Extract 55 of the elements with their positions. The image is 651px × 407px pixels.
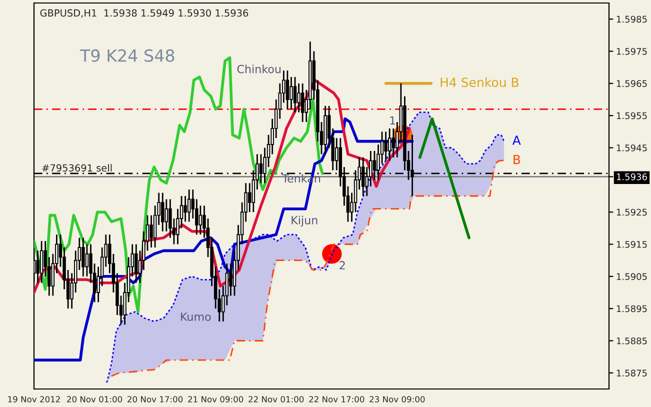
y-tick-label: 1.5875 <box>616 370 647 376</box>
candlestick <box>248 182 252 213</box>
x-tick-label: 23 Nov 09:00 <box>370 396 425 402</box>
candlestick <box>388 128 392 162</box>
y-tick-label: 1.5975 <box>616 48 647 55</box>
series-label: H4 Senkou B <box>440 77 518 88</box>
annotation: Kijun <box>292 216 318 227</box>
candlestick <box>293 76 297 114</box>
candlestick <box>286 70 290 110</box>
candlestick <box>297 82 300 114</box>
candlestick <box>161 192 164 232</box>
candlestick <box>164 198 168 232</box>
candlestick <box>187 188 191 222</box>
y-tick-label: 1.5915 <box>616 240 647 248</box>
annotation: 1 <box>390 116 396 125</box>
series-label: B <box>514 154 520 164</box>
candlestick <box>134 244 138 284</box>
candlestick <box>372 150 376 181</box>
candlestick <box>184 195 187 222</box>
y-tick-label: 1.5965 <box>616 80 647 87</box>
candlestick <box>300 82 304 123</box>
candlestick <box>36 250 40 284</box>
candlestick <box>259 153 263 184</box>
x-tick-label: 20 Nov 17:00 <box>128 396 183 402</box>
text: GBPUSD,H1 1.5938 1.5949 1.5930 1.5936 <box>40 9 248 18</box>
y-tick-label: 1.5985 <box>616 16 647 23</box>
annotation: T9 K24 S48 <box>80 49 174 62</box>
y-tick-label: 1.5905 <box>616 273 647 280</box>
candlestick <box>290 76 293 110</box>
y-tick-label: 1.5885 <box>616 337 647 344</box>
annotation: Kumo <box>181 312 211 321</box>
candlestick <box>229 262 232 296</box>
line-series <box>34 117 414 362</box>
series-label: A <box>512 136 521 145</box>
candlestick <box>198 204 202 236</box>
x-tick-label: 20 Nov 01:00 <box>67 396 122 402</box>
annotation: 2 <box>340 261 345 270</box>
x-tick-label: 21 Nov 09:00 <box>188 396 244 402</box>
candlestick <box>384 130 388 162</box>
y-tick-label: 1.5895 <box>616 305 647 312</box>
candlestick <box>150 214 153 248</box>
candlestick <box>85 244 89 278</box>
ref-line-label: #7953691 sell <box>42 164 112 172</box>
x-tick-label: 19 Nov 2012 <box>8 396 60 402</box>
line-series <box>110 160 505 377</box>
annotation: Chinkou <box>237 64 280 74</box>
y-tick-label: 1.5945 <box>616 144 647 152</box>
x-tick-label: 22 Nov 01:00 <box>248 396 304 402</box>
y-tick-label: 1.5955 <box>616 112 647 120</box>
y-tick-label: 1.5936 <box>616 173 647 180</box>
candlestick <box>392 128 395 158</box>
x-tick-label: 22 Nov 17:00 <box>309 396 364 402</box>
y-tick-label: 1.5925 <box>616 208 647 216</box>
candlestick <box>82 237 85 278</box>
candlestick <box>40 240 44 284</box>
